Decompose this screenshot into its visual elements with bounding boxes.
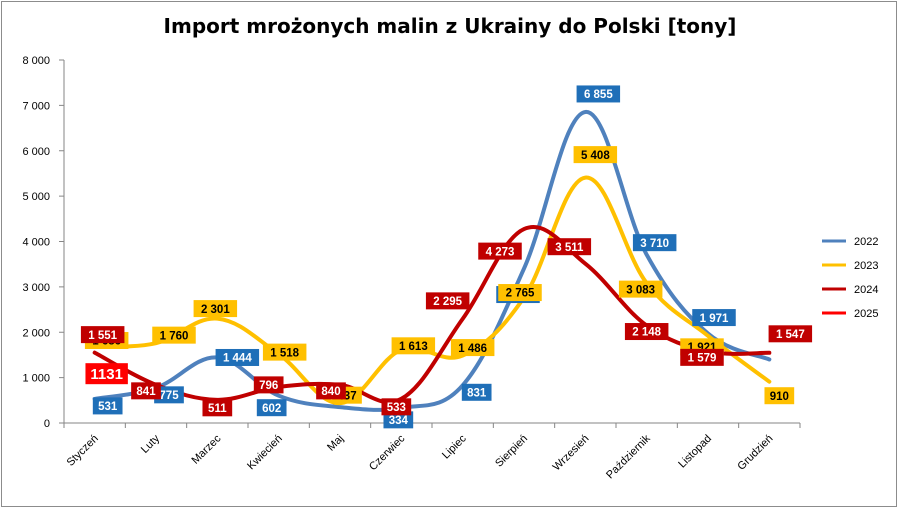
x-tick-label: Marzec [189,432,223,466]
data-label-2024: 2 295 [433,296,462,308]
y-tick-label: 7 000 [22,100,50,112]
data-label-box-2024 [425,292,470,310]
data-label-box-2023 [618,280,663,298]
y-tick-label: 1 000 [22,373,50,385]
data-label-box-2024 [253,376,284,394]
data-label-2022: 531 [98,401,118,413]
data-label-box-2022 [256,399,287,417]
x-tick-label: Październik [604,432,653,481]
data-label-box-2023 [262,343,307,361]
legend-label-2023: 2023 [854,260,878,272]
chart-title: Import mrożonych malin z Ukrainy do Pols… [163,14,737,38]
data-label-2024: 1 547 [776,329,805,341]
data-label-box-2025 [85,363,128,385]
data-label-2024: 841 [136,386,156,398]
data-label-2022: 3 710 [640,238,669,250]
data-label-box-2022 [383,411,414,429]
data-label-2024: 4 273 [486,246,515,258]
legend-label-2022: 2022 [854,236,878,248]
x-tick-label: Maj [325,433,346,454]
data-label-2023: 1 486 [458,343,487,355]
data-label-2024: 3 511 [555,242,584,254]
data-label-box-2024 [80,326,125,344]
data-label-box-2024 [768,325,813,343]
data-label-2023: 1 613 [399,341,428,353]
data-label-box-2022 [461,383,492,401]
x-tick-label: Styczeń [65,433,101,469]
data-label-box-2024 [547,238,592,256]
data-label-2023: 2 301 [201,304,230,316]
x-tick-label: Luty [139,432,163,456]
x-tick-label: Lipiec [440,432,469,461]
data-label-box-2023 [573,146,618,164]
x-tick-label: Listopad [676,433,714,471]
data-label-2024: 511 [208,403,227,415]
data-label-2024: 1 579 [688,353,717,365]
data-label-box-2023 [498,284,542,302]
data-label-box-2023 [764,387,795,405]
data-label-2022: 1 971 [700,313,729,325]
legend-label-2025: 2025 [854,308,878,320]
data-label-box-2024 [316,382,346,400]
data-label-box-2022 [632,234,677,252]
data-label-box-2022 [692,309,736,327]
data-label-2024: 840 [321,386,340,398]
x-tick-label: Sierpień [493,433,530,470]
data-label-box-2023 [391,337,436,355]
data-label-2024: 2 148 [632,327,661,339]
data-label-2022: 602 [262,403,281,415]
data-label-2024: 1 551 [88,330,117,342]
data-label-2022: 831 [467,387,487,399]
data-label-2023: 5 408 [581,150,610,162]
data-label-2024: 796 [259,380,278,392]
data-label-2025: 1131 [90,366,123,383]
data-label-box-2023 [193,300,238,318]
data-label-2022: 6 855 [584,89,613,101]
data-label-2023: 1 760 [160,330,189,342]
x-tick-label: Czerwiec [367,432,408,473]
y-tick-label: 4 000 [22,237,50,249]
data-label-box-2024 [680,348,724,366]
data-label-2022: 1 444 [223,353,252,365]
data-label-box-2022 [576,85,621,103]
data-label-2023: 1 518 [270,347,299,359]
y-tick-label: 2 000 [22,327,50,339]
data-label-2022: 334 [389,415,409,427]
x-tick-label: Wrzesień [551,433,592,474]
data-label-box-2023 [450,339,495,357]
y-tick-label: 3 000 [22,282,50,294]
data-label-box-2024 [478,242,522,260]
data-label-box-2023 [152,326,196,344]
data-label-box-2022 [215,348,260,366]
data-label-2023: 3 083 [626,284,655,296]
data-label-2023: 910 [770,391,789,403]
y-tick-label: 5 000 [22,191,50,203]
x-tick-label: Kwiecień [245,433,285,473]
data-label-box-2024 [131,382,161,400]
y-tick-label: 8 000 [22,55,50,67]
x-tick-label: Grudzień [735,433,775,473]
y-tick-label: 6 000 [22,146,50,158]
data-label-box-2022 [92,397,123,415]
data-label-box-2022 [154,386,184,404]
data-label-2024: 533 [387,402,406,414]
data-label-2023: 2 765 [506,288,535,300]
legend-label-2024: 2024 [854,284,878,296]
data-label-box-2024 [202,399,233,417]
y-tick-label: 0 [44,418,50,430]
data-label-2022: 775 [159,390,179,402]
data-label-box-2024 [381,398,412,416]
data-label-box-2024 [624,323,669,341]
